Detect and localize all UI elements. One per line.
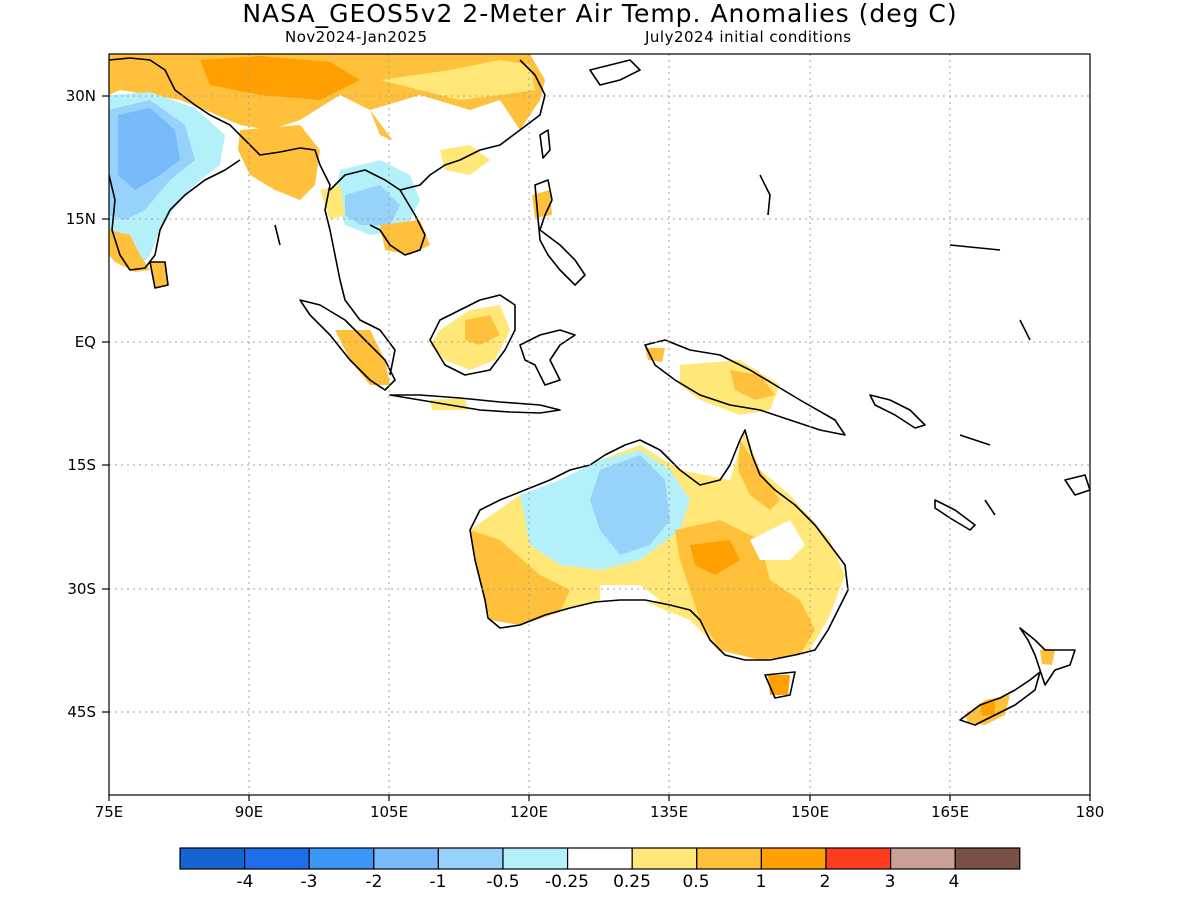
colorbar-swatch (825, 847, 892, 870)
colorbar-swatch (373, 847, 439, 870)
colorbar-swatch (631, 847, 698, 870)
pacific-islands-1 (949, 244, 1031, 516)
y-label-15n: 15N (65, 210, 96, 228)
colorbar-label: 2 (819, 872, 831, 892)
x-label-150e: 150E (790, 803, 830, 821)
solomons (869, 394, 926, 429)
borneo (429, 294, 516, 376)
colorbar-label: -2 (365, 872, 383, 892)
japan (589, 59, 641, 86)
fiji (1064, 474, 1090, 496)
x-label-180: 180 (1075, 803, 1105, 821)
maritime-anomalies (430, 190, 780, 415)
new-zealand-anomalies (965, 650, 1055, 725)
map-title: NASA_GEOS5v2 2-Meter Air Temp. Anomalies… (242, 0, 958, 28)
colorbar-swatch (889, 847, 956, 870)
colorbar-swatch (308, 847, 375, 870)
colorbar-swatch (954, 847, 1021, 870)
colorbar (179, 847, 1021, 870)
colorbar-label: -1 (429, 872, 447, 892)
y-label-15s: 15S (67, 456, 96, 474)
x-label-75e: 75E (94, 803, 124, 821)
taiwan (539, 129, 551, 159)
new-caledonia (934, 499, 976, 531)
colorbar-label: -0.25 (545, 872, 589, 892)
australia (469, 429, 849, 661)
indochina-anomalies (320, 160, 430, 385)
colorbar-label: 0.25 (613, 872, 651, 892)
y-label-30n: 30N (65, 87, 96, 105)
sulawesi (519, 329, 576, 386)
sumatra (299, 299, 396, 391)
colorbar-label: -0.5 (486, 872, 520, 892)
colorbar-label: -4 (236, 872, 254, 892)
initial-conditions: July2024 initial conditions (645, 28, 852, 46)
colorbar-swatch (696, 847, 762, 870)
philippines (534, 179, 586, 286)
colorbar-swatch (244, 847, 310, 870)
australia-anomalies (470, 430, 845, 695)
plot-frame (108, 53, 1091, 796)
y-label-30s: 30S (67, 580, 96, 598)
y-label-eq: EQ (74, 333, 96, 351)
new-guinea (644, 339, 846, 436)
colorbar-label: 0.5 (682, 872, 710, 892)
coastlines (109, 57, 1090, 726)
x-label-120e: 120E (509, 803, 549, 821)
axis-ticks (102, 95, 1091, 801)
x-label-90e: 90E (234, 803, 264, 821)
colorbar-label: -3 (300, 872, 318, 892)
forecast-period: Nov2024-Jan2025 (285, 28, 428, 46)
tasmania (764, 671, 796, 699)
x-label-165e: 165E (930, 803, 970, 821)
pacific-islands-2 (274, 174, 771, 246)
anomaly-fields (109, 54, 1055, 725)
x-label-135e: 135E (649, 803, 689, 821)
india-coast (109, 159, 241, 271)
colorbar-swatch (566, 847, 633, 870)
colorbar-swatch (502, 847, 569, 870)
colorbar-label: 1 (755, 872, 767, 892)
x-label-105e: 105E (369, 803, 409, 821)
colorbar-swatch (760, 847, 827, 870)
asia-anomalies (109, 54, 545, 200)
india-anomalies (109, 92, 225, 288)
y-label-45s: 45S (67, 703, 96, 721)
colorbar-swatch (437, 847, 504, 870)
colorbar-label: 4 (948, 872, 960, 892)
java (389, 394, 561, 414)
colorbar-swatch (179, 847, 246, 870)
colorbar-label: 3 (884, 872, 896, 892)
gridlines (109, 54, 1090, 795)
asia-coast (109, 57, 396, 376)
nz-north (1019, 627, 1076, 686)
